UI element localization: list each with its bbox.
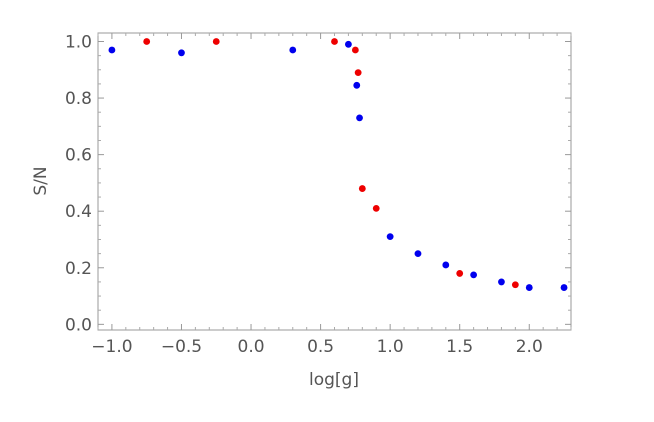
y-tick-label: 0.0 xyxy=(65,315,92,335)
plot-frame xyxy=(97,32,572,331)
data-point-series-1 xyxy=(560,284,568,291)
x-tick-label: 2.0 xyxy=(516,337,543,357)
data-point-series-1 xyxy=(353,81,361,89)
data-point-series-2 xyxy=(212,38,220,45)
y-tick-label: 0.8 xyxy=(65,89,92,109)
y-axis-ticks: 0.0 0.2 0.4 0.6 0.8 1.0 xyxy=(65,32,571,335)
y-tick-label: 0.2 xyxy=(65,259,92,279)
y-tick-label: 1.0 xyxy=(65,32,92,52)
data-point-series-2 xyxy=(143,38,151,45)
data-point-series-2 xyxy=(358,185,366,192)
data-point-series-1 xyxy=(414,250,422,258)
data-point-series-2 xyxy=(511,281,519,289)
data-point-series-1 xyxy=(108,46,116,54)
data-point-series-2 xyxy=(331,38,338,45)
x-tick-label: 1.0 xyxy=(377,337,404,357)
data-point-series-1 xyxy=(178,49,185,57)
x-tick-label: −1.0 xyxy=(91,337,132,357)
data-point-series-1 xyxy=(470,271,478,279)
data-points xyxy=(108,38,568,291)
data-point-series-1 xyxy=(498,278,505,286)
data-point-series-1 xyxy=(356,114,363,122)
y-tick-label: 0.6 xyxy=(65,146,92,166)
data-point-series-2 xyxy=(372,204,380,212)
x-tick-label: 0.0 xyxy=(238,337,265,357)
y-tick-label: 0.4 xyxy=(65,202,92,222)
data-point-series-1 xyxy=(289,46,297,54)
data-point-series-2 xyxy=(351,46,359,54)
x-tick-label: 0.5 xyxy=(307,337,334,357)
x-axis-ticks: −1.0 −0.5 0.0 0.5 1.0 1.5 2.0 xyxy=(91,33,572,357)
y-axis-title: S/N xyxy=(31,166,51,195)
data-point-series-1 xyxy=(442,261,450,269)
data-point-series-1 xyxy=(345,40,352,48)
data-point-series-1 xyxy=(525,284,533,291)
x-tick-label: 1.5 xyxy=(446,337,473,357)
data-point-series-2 xyxy=(456,270,464,277)
x-axis-title: log[g] xyxy=(309,370,359,390)
x-tick-label: −0.5 xyxy=(161,337,202,357)
data-point-series-1 xyxy=(386,233,394,241)
data-point-series-2 xyxy=(354,69,362,76)
